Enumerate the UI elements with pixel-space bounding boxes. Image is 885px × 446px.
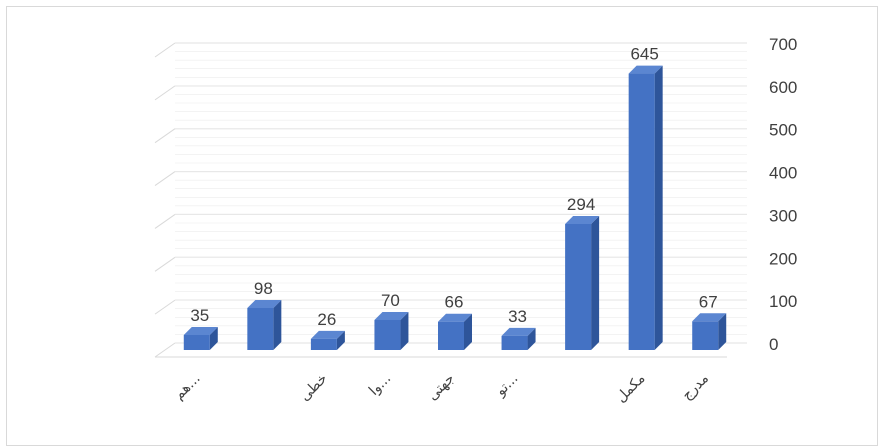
bar-top <box>628 65 663 74</box>
bar <box>247 308 274 350</box>
bar <box>438 321 464 350</box>
bar-top <box>565 216 600 224</box>
bar-side <box>527 327 536 350</box>
data-label: 66 <box>445 293 464 312</box>
gridline-depth <box>154 299 176 315</box>
data-label: 70 <box>381 291 400 310</box>
y-tick-label: 0 <box>769 335 778 354</box>
data-label: 26 <box>317 310 336 329</box>
x-tick-label: تو... <box>492 371 521 400</box>
bar-side <box>591 216 600 350</box>
x-tick-label: وا... <box>366 371 394 399</box>
y-tick-label: 200 <box>769 249 797 268</box>
gridline-depth <box>154 171 176 186</box>
data-label: 33 <box>508 307 527 326</box>
gridline-depth <box>154 342 176 358</box>
bar-top <box>374 312 409 320</box>
bar-side <box>273 300 282 350</box>
x-tick-label: مکمل <box>613 371 648 406</box>
gridline-depth <box>154 256 176 272</box>
bar-top <box>501 327 536 336</box>
y-tick-label: 100 <box>769 292 797 311</box>
gridline-depth <box>154 42 176 58</box>
data-label: 294 <box>567 195 595 214</box>
bar <box>692 321 719 350</box>
x-tick-label: مدرج <box>679 371 712 404</box>
data-label: 67 <box>699 292 718 311</box>
data-label: 98 <box>254 279 273 298</box>
data-label: 645 <box>630 45 658 64</box>
bar-top <box>692 313 727 322</box>
chart-frame: 0 100 200 300 400 500 600 700 35 هم... 98 26 خطی 70 وا… <box>6 6 878 446</box>
bar-side <box>400 312 409 350</box>
gridline-depth <box>154 85 176 101</box>
bar-side <box>654 65 663 351</box>
gridline-depth <box>154 128 176 144</box>
bar <box>310 338 337 350</box>
bar <box>374 320 401 350</box>
bar-top <box>183 327 218 335</box>
x-tick-label: جهتی <box>425 371 458 404</box>
y-tick-label: 700 <box>769 35 797 54</box>
bar <box>628 73 655 351</box>
bar-top <box>310 330 345 339</box>
bar-side <box>209 327 218 350</box>
gridline-depth <box>154 214 176 229</box>
bar-top <box>438 313 472 322</box>
bar-side <box>336 330 345 350</box>
bar-top <box>247 300 282 308</box>
y-tick-label: 300 <box>769 206 797 225</box>
x-tick-label: خطی <box>297 371 331 405</box>
bar-side <box>718 313 727 350</box>
bar-side <box>464 313 472 350</box>
y-tick-label: 400 <box>769 164 797 183</box>
bar <box>501 335 528 350</box>
bar <box>183 335 210 350</box>
y-tick-label: 600 <box>769 78 797 97</box>
data-label: 35 <box>190 306 209 325</box>
bar <box>565 224 592 350</box>
bar-chart: 0 100 200 300 400 500 600 700 35 هم... 98 26 خطی 70 وا… <box>154 35 797 406</box>
y-tick-label: 500 <box>769 121 797 140</box>
x-tick-label: هم... <box>171 371 204 404</box>
